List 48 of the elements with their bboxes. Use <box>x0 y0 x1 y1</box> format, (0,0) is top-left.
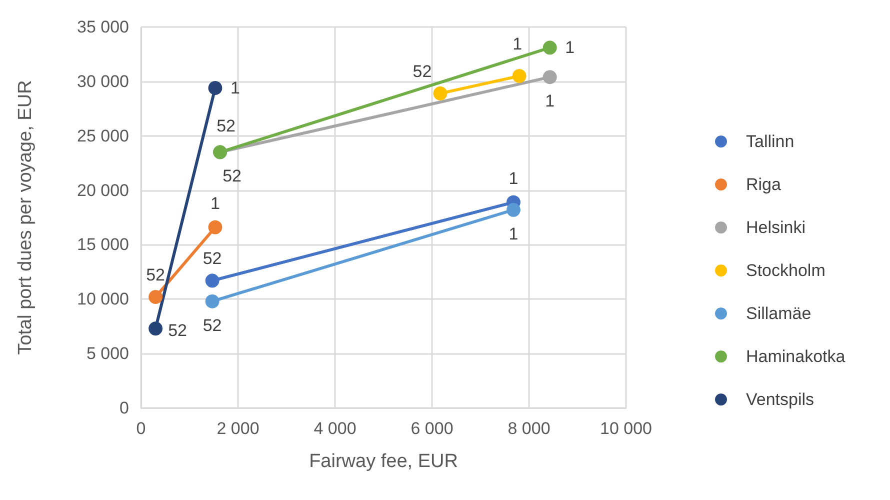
legend-label: Helsinki <box>746 218 806 237</box>
y-tick-label: 5 000 <box>86 344 129 364</box>
x-tick-label: 6 000 <box>410 419 454 438</box>
y-tick-label: 30 000 <box>77 72 129 91</box>
annotation: 1 <box>508 224 518 244</box>
x-tick-label: 8 000 <box>508 419 550 438</box>
annotation: 1 <box>512 34 522 54</box>
x-axis-title: Fairway fee, EUR <box>309 451 458 472</box>
annotation: 52 <box>222 166 242 186</box>
point <box>205 294 220 308</box>
legend-label: Sillamäe <box>746 304 812 323</box>
y-tick-label: 20 000 <box>77 180 129 200</box>
annotation: 52 <box>202 316 222 335</box>
point <box>512 68 526 83</box>
point <box>208 80 222 95</box>
y-tick-label: 10 000 <box>77 290 129 309</box>
y-tick-label: 25 000 <box>77 126 129 146</box>
annotation: 52 <box>412 62 432 81</box>
x-tick-label: 4 000 <box>314 419 356 438</box>
annotation: 52 <box>202 249 222 268</box>
annotation: 1 <box>545 92 555 111</box>
point <box>148 322 163 336</box>
annotation: 1 <box>565 38 575 58</box>
annotation: 52 <box>168 321 188 340</box>
point <box>542 70 557 84</box>
y-tick-label: 0 <box>120 398 129 418</box>
y-tick-label: 35 000 <box>77 18 129 36</box>
point <box>506 202 520 217</box>
y-axis-title: Total port dues per voyage, EUR <box>15 80 36 355</box>
annotation: 1 <box>230 78 240 98</box>
annotation: 1 <box>210 194 220 213</box>
x-tick-label: 10 000 <box>600 419 652 438</box>
annotation: 52 <box>146 265 166 284</box>
point <box>433 86 448 100</box>
point <box>542 40 557 55</box>
legend-label: Haminakotka <box>746 347 846 366</box>
annotation: 1 <box>508 168 518 188</box>
annotation: 52 <box>216 116 236 136</box>
point <box>205 274 220 288</box>
legend-label: Stockholm <box>746 261 826 280</box>
x-tick-label: 0 <box>136 419 146 438</box>
legend-label: Ventspils <box>746 390 814 409</box>
point <box>208 220 222 234</box>
point <box>148 290 163 304</box>
x-tick-label: 2 000 <box>216 419 260 438</box>
legend-label: Riga <box>746 175 782 194</box>
legend-label: Tallinn <box>746 132 794 151</box>
y-tick-label: 15 000 <box>77 235 129 254</box>
